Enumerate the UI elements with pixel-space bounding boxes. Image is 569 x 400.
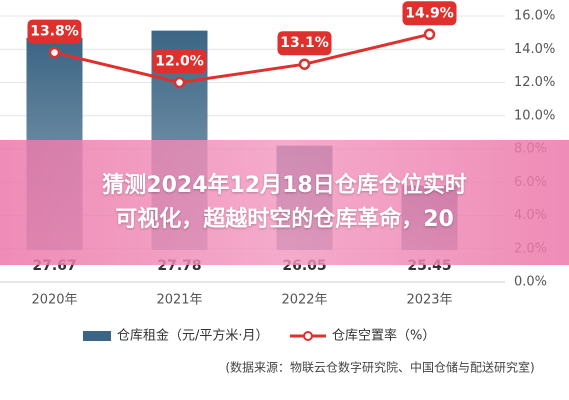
legend-label: 仓库租金（元/平方米·月）	[117, 328, 269, 344]
legend-swatch	[303, 331, 313, 341]
x-tick-label: 2023年	[406, 293, 452, 308]
value-label: 13.8%	[30, 24, 79, 40]
line-point	[298, 58, 311, 70]
value-label: 14.9%	[405, 5, 454, 21]
line-point	[48, 46, 61, 59]
x-tick-label: 2020年	[31, 293, 77, 308]
value-label-box	[277, 31, 332, 56]
value-label-box	[152, 49, 207, 74]
value-label-box	[402, 1, 457, 26]
y2-tick-label: 0.0%	[514, 275, 547, 290]
y2-tick-label: 14.0%	[514, 42, 555, 57]
value-label-box	[27, 19, 82, 44]
source-note: (数据来源：物联云仓数字研究院、中国仓储与配送研究室)	[225, 360, 534, 375]
legend-swatch	[83, 331, 111, 341]
y2-tick-label: 12.0%	[514, 75, 555, 90]
banner: 猜测2024年12月18日仓库仓位实时 可视化，超越时空的仓库革命，20	[0, 140, 569, 265]
banner-line: 猜测2024年12月18日仓库仓位实时	[102, 172, 467, 198]
line-point	[423, 28, 436, 41]
legend-label: 仓库空置率（%）	[332, 328, 435, 344]
y2-tick-label: 10.0%	[514, 108, 555, 123]
y2-tick-label: 16.0%	[514, 9, 555, 24]
value-label: 13.1%	[280, 35, 329, 51]
x-tick-label: 2021年	[156, 293, 202, 308]
line-point	[173, 76, 186, 89]
x-tick-label: 2022年	[281, 293, 327, 308]
banner-line: 可视化，超越时空的仓库革命，20	[115, 206, 454, 232]
line	[54, 32, 430, 85]
value-label: 12.0%	[155, 54, 204, 70]
